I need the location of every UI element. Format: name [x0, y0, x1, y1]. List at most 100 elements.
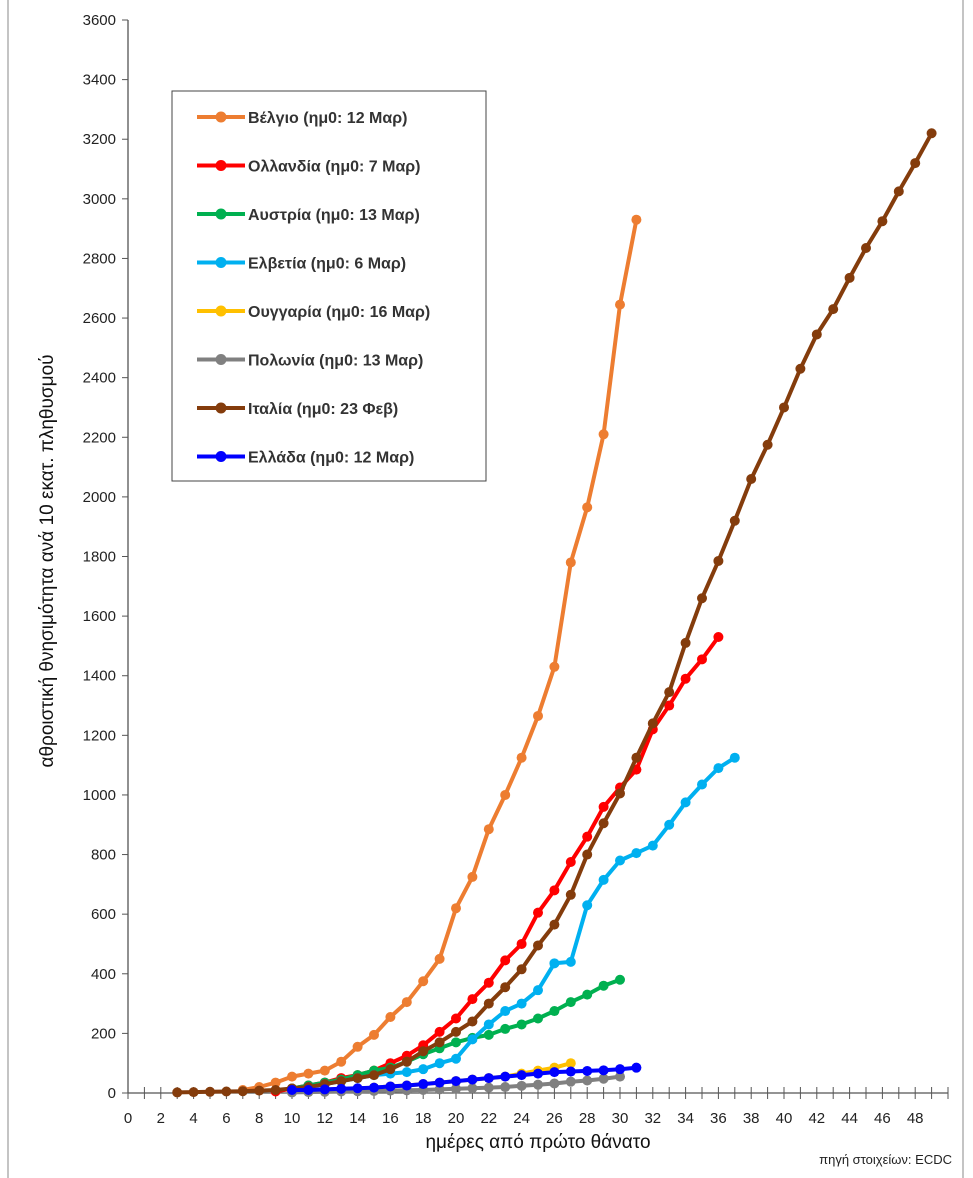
data-point	[516, 964, 527, 975]
y-tick-label: 600	[91, 906, 116, 923]
data-point	[631, 752, 642, 763]
x-tick-label: 8	[255, 1110, 263, 1127]
x-tick-label: 10	[284, 1110, 301, 1127]
data-point	[533, 1013, 543, 1024]
legend-box	[171, 90, 487, 482]
data-point	[401, 1067, 412, 1078]
data-point	[434, 1037, 445, 1048]
data-point	[615, 855, 625, 866]
data-point	[647, 840, 658, 851]
legend-label: Αυστρία (ημ0: 13 Μαρ)	[248, 207, 420, 224]
x-axis-title: ημέρες από πρώτο θάνατο	[425, 1132, 650, 1153]
data-point	[451, 1013, 461, 1024]
data-point	[533, 985, 543, 996]
y-tick-label: 1000	[83, 787, 116, 804]
data-point	[352, 1083, 363, 1094]
x-tick-label: 0	[124, 1110, 132, 1127]
data-point	[303, 1068, 314, 1079]
data-point	[598, 429, 609, 440]
data-point	[188, 1087, 199, 1098]
data-point	[615, 1064, 625, 1075]
data-point	[549, 661, 560, 672]
data-point	[401, 1080, 412, 1091]
data-point	[729, 752, 740, 763]
data-point	[713, 555, 724, 566]
data-point	[319, 1065, 330, 1076]
data-point	[582, 502, 593, 513]
data-point	[500, 789, 511, 800]
legend-swatch-marker	[215, 354, 227, 365]
data-point	[533, 907, 543, 918]
data-point	[664, 687, 675, 698]
legend-label: Ολλανδία (ημ0: 7 Μαρ)	[248, 159, 421, 176]
data-point	[434, 1077, 445, 1088]
data-point	[401, 997, 412, 1008]
data-point	[319, 1084, 330, 1095]
series-7	[287, 1062, 642, 1096]
data-point	[221, 1086, 232, 1097]
y-tick-label: 0	[108, 1085, 116, 1102]
y-tick-label: 2600	[83, 310, 116, 327]
data-point	[205, 1086, 215, 1097]
data-point	[861, 243, 871, 254]
data-point	[516, 1019, 527, 1030]
data-point	[254, 1085, 265, 1096]
data-point	[828, 304, 839, 315]
x-tick-label: 32	[644, 1110, 661, 1127]
data-point	[418, 1046, 429, 1057]
data-point	[713, 631, 724, 642]
data-point	[565, 997, 576, 1008]
data-point	[451, 1083, 461, 1094]
y-tick-label: 2800	[83, 250, 116, 267]
data-point	[533, 940, 543, 951]
x-tick-label: 14	[349, 1110, 366, 1127]
data-point	[598, 801, 609, 812]
data-point	[615, 788, 625, 799]
data-point	[615, 1071, 625, 1082]
data-point	[598, 980, 609, 991]
y-tick-label: 3200	[83, 131, 116, 148]
data-point	[549, 1067, 560, 1078]
y-tick-label: 2000	[83, 489, 116, 506]
data-point	[582, 849, 593, 860]
data-point	[877, 216, 888, 227]
x-tick-label: 38	[743, 1110, 760, 1127]
data-point	[713, 763, 724, 774]
y-tick-label: 400	[91, 966, 116, 983]
data-point	[565, 889, 576, 900]
legend-label: Ελλάδα (ημ0: 12 Μαρ)	[248, 450, 414, 467]
legend-swatch-marker	[215, 257, 227, 268]
data-point	[615, 299, 625, 310]
data-point	[680, 673, 691, 684]
data-point	[270, 1077, 281, 1088]
data-point	[434, 1058, 445, 1069]
source-note: πηγή στοιχείων: ECDC	[819, 1152, 952, 1167]
x-tick-label: 48	[907, 1110, 924, 1127]
data-point	[401, 1056, 412, 1067]
data-point	[516, 998, 527, 1009]
data-point	[631, 214, 642, 225]
legend-entry: Αυστρία (ημ0: 13 Μαρ)	[197, 207, 420, 224]
data-point	[500, 1006, 511, 1017]
data-point	[467, 1034, 478, 1045]
legend-label: Βέλγιο (ημ0: 12 Μαρ)	[248, 110, 407, 127]
data-point	[697, 593, 707, 604]
data-point	[418, 976, 429, 987]
legend-swatch-marker	[215, 208, 227, 220]
x-tick-label: 36	[710, 1110, 727, 1127]
data-point	[270, 1085, 281, 1096]
data-point	[631, 1062, 642, 1073]
data-point	[844, 272, 855, 283]
legend-entry: Βέλγιο (ημ0: 12 Μαρ)	[197, 110, 407, 127]
data-point	[369, 1029, 379, 1040]
data-point	[467, 1083, 478, 1094]
data-point	[893, 186, 904, 197]
data-point	[287, 1071, 297, 1082]
y-tick-label: 1800	[83, 549, 116, 566]
axes: 0200400600800100012001400160018002000220…	[83, 12, 949, 1127]
data-point	[418, 1079, 429, 1090]
data-point	[549, 885, 560, 896]
data-point	[615, 974, 625, 985]
data-point	[483, 824, 494, 835]
